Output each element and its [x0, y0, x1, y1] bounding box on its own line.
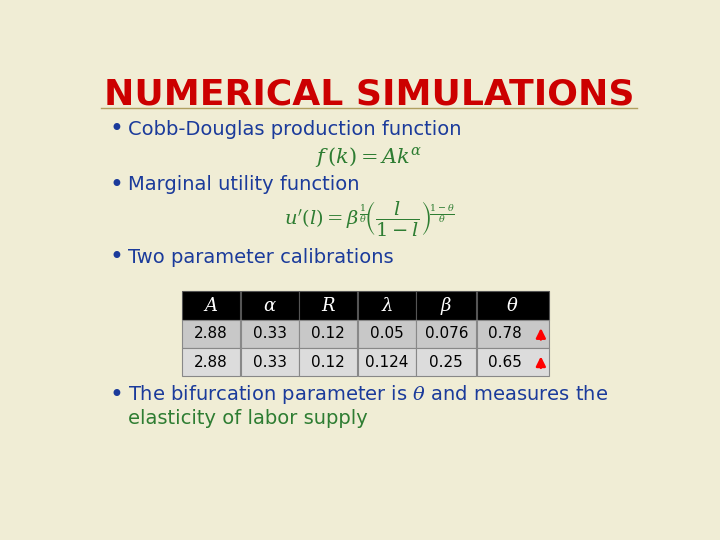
Bar: [240, 292, 299, 320]
Text: elasticity of labor supply: elasticity of labor supply: [128, 409, 368, 428]
Text: 0.05: 0.05: [370, 326, 404, 341]
Text: $f\,(k)= Ak^{\alpha}$: $f\,(k)= Ak^{\alpha}$: [315, 145, 423, 169]
Text: 2.88: 2.88: [194, 355, 228, 369]
Bar: [416, 348, 476, 376]
Text: 0.12: 0.12: [311, 355, 345, 369]
Bar: [477, 320, 549, 348]
Text: 0.076: 0.076: [425, 326, 468, 341]
Text: $\mathit{\lambda}$: $\mathit{\lambda}$: [381, 296, 393, 314]
Bar: [477, 292, 549, 320]
Text: 2.88: 2.88: [194, 326, 228, 341]
Text: Marginal utility function: Marginal utility function: [128, 175, 359, 194]
Text: $\mathit{\theta}$: $\mathit{\theta}$: [506, 296, 519, 314]
Text: 0.12: 0.12: [311, 326, 345, 341]
Text: 0.33: 0.33: [253, 326, 287, 341]
Text: 0.65: 0.65: [487, 355, 521, 369]
Bar: [358, 292, 416, 320]
Text: 0.33: 0.33: [253, 355, 287, 369]
Text: 0.124: 0.124: [365, 355, 408, 369]
Bar: [358, 348, 416, 376]
Bar: [416, 320, 476, 348]
Text: •: •: [109, 173, 123, 197]
Text: Cobb-Douglas production function: Cobb-Douglas production function: [128, 120, 462, 139]
Text: •: •: [109, 245, 123, 269]
Bar: [300, 348, 357, 376]
Text: 0.78: 0.78: [487, 326, 521, 341]
Text: •: •: [109, 117, 123, 141]
Bar: [182, 348, 240, 376]
Text: Two parameter calibrations: Two parameter calibrations: [128, 248, 394, 267]
Text: 0.25: 0.25: [429, 355, 463, 369]
Bar: [182, 292, 240, 320]
Text: $\mathit{\beta}$: $\mathit{\beta}$: [440, 294, 452, 316]
Text: NUMERICAL SIMULATIONS: NUMERICAL SIMULATIONS: [104, 78, 634, 112]
Bar: [416, 292, 476, 320]
Text: $\mathit{\alpha}$: $\mathit{\alpha}$: [263, 296, 276, 314]
Bar: [182, 320, 240, 348]
Bar: [477, 348, 549, 376]
Bar: [300, 292, 357, 320]
Text: •: •: [109, 382, 123, 407]
Text: $\mathit{A}$: $\mathit{A}$: [203, 296, 219, 314]
Bar: [300, 320, 357, 348]
Text: The bifurcation parameter is $\theta$ and measures the: The bifurcation parameter is $\theta$ an…: [128, 383, 608, 406]
Bar: [240, 348, 299, 376]
Text: $u^{\prime}(l)= \beta^{\frac{1}{\theta}}\!\left(\dfrac{l}{1-l}\right)^{\!\frac{1: $u^{\prime}(l)= \beta^{\frac{1}{\theta}}…: [284, 199, 454, 238]
Bar: [240, 320, 299, 348]
Text: $\mathit{R}$: $\mathit{R}$: [320, 296, 336, 314]
Bar: [358, 320, 416, 348]
